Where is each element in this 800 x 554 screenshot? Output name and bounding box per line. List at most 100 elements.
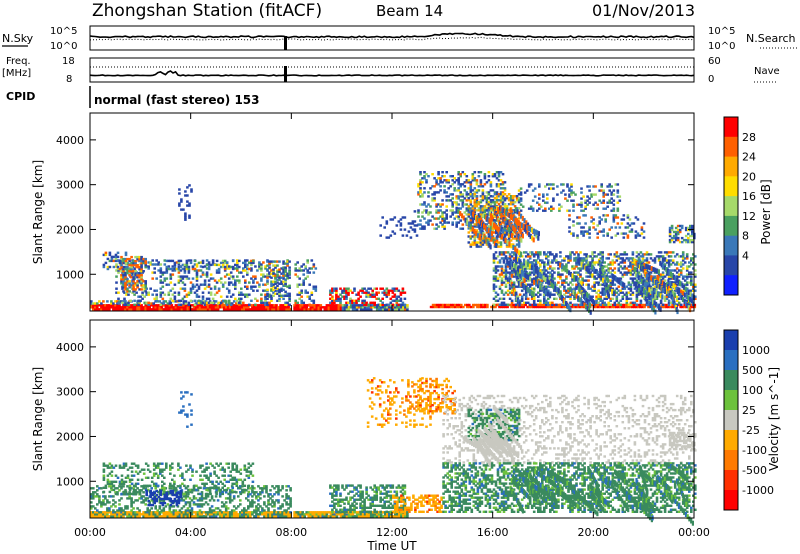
heatmap-cell (395, 295, 399, 298)
heatmap-cell (367, 306, 371, 309)
heatmap-cell (503, 207, 507, 210)
heatmap-cell (439, 203, 442, 206)
heatmap-cell (495, 195, 499, 198)
heatmap-cell (475, 225, 479, 228)
heatmap-cell (483, 205, 487, 208)
heatmap-cell (371, 293, 374, 296)
heatmap-cell (154, 304, 157, 307)
heatmap-cell (619, 289, 623, 292)
heatmap-cell (433, 303, 437, 307)
heatmap-cell (94, 302, 97, 305)
heatmap-cell (177, 269, 181, 272)
heatmap-cell (161, 285, 165, 288)
heatmap-cell (205, 301, 209, 304)
heatmap-cell (573, 303, 576, 306)
heatmap-cell (394, 306, 397, 309)
heatmap-cell (431, 303, 435, 307)
heatmap-cell (621, 257, 625, 260)
heatmap-cell (238, 265, 241, 269)
heatmap-cell (131, 271, 134, 274)
heatmap-cell (173, 295, 177, 298)
heatmap-cell (475, 229, 479, 232)
heatmap-cell (596, 271, 599, 276)
heatmap-cell (167, 259, 171, 263)
heatmap-cell (284, 290, 287, 293)
heatmap-cell (266, 282, 269, 285)
heatmap-cell (219, 281, 223, 284)
heatmap-cell (597, 253, 600, 256)
heatmap-cell (308, 297, 311, 300)
heatmap-cell (423, 175, 426, 178)
heatmap-cell (524, 279, 528, 282)
heatmap-cell (385, 289, 389, 292)
heatmap-cell (122, 306, 125, 309)
heatmap-cell (614, 226, 618, 229)
heatmap-cell (565, 277, 568, 280)
heatmap-cell (607, 257, 610, 260)
heatmap-cell (584, 222, 587, 225)
heatmap-cell (485, 209, 489, 212)
heatmap-cell (241, 308, 244, 311)
heatmap-cell (142, 284, 145, 287)
heatmap-cell (641, 305, 644, 309)
heatmap-cell (478, 303, 481, 307)
heatmap-cell (621, 295, 625, 298)
heatmap-cell (548, 303, 552, 307)
heatmap-cell (104, 253, 108, 257)
heatmap-cell (455, 211, 458, 214)
heatmap-cell (604, 218, 607, 221)
heatmap-cell (517, 217, 521, 220)
heatmap-cell (573, 267, 576, 270)
heatmap-cell (538, 193, 541, 196)
heatmap-cell (391, 291, 395, 294)
heatmap-cell (439, 177, 442, 180)
heatmap-cell (679, 281, 682, 287)
heatmap-cell (465, 179, 469, 182)
heatmap-cell (510, 299, 514, 302)
nave-label: Nave (754, 66, 780, 77)
heatmap-cell (502, 253, 506, 256)
heatmap-cell (167, 267, 171, 271)
heatmap-cell (130, 306, 133, 309)
heatmap-cell (349, 289, 352, 292)
heatmap-cell (549, 291, 552, 294)
heatmap-cell (132, 280, 135, 283)
heatmap-cell (136, 257, 139, 261)
heatmap-cell (445, 213, 448, 216)
heatmap-cell (194, 308, 198, 311)
heatmap-cell (439, 209, 442, 212)
heatmap-cell (610, 226, 613, 229)
heatmap-cell (264, 289, 267, 292)
heatmap-cell (373, 293, 376, 296)
heatmap-cell (309, 306, 313, 309)
heatmap-cell (617, 293, 621, 296)
heatmap-cell (524, 293, 528, 296)
heatmap-cell (498, 253, 502, 256)
heatmap-cell (520, 289, 524, 292)
heatmap-cell (552, 207, 555, 210)
heatmap-cell (343, 306, 347, 309)
heatmap-cell (248, 293, 251, 296)
heatmap-cell (532, 299, 536, 302)
heatmap-cell (435, 223, 438, 226)
heatmap-cell (217, 269, 221, 272)
heatmap-cell (273, 308, 276, 311)
heatmap-cell (100, 306, 103, 309)
heatmap-cell (449, 209, 452, 212)
heatmap-cell (294, 267, 297, 270)
heatmap-cell (122, 308, 125, 311)
heatmap-cell (313, 308, 317, 311)
heatmap-cell (94, 308, 97, 311)
heatmap-cell (333, 299, 336, 302)
heatmap-cell (489, 189, 493, 192)
heatmap-cell (421, 177, 424, 180)
heatmap-cell (498, 285, 502, 288)
heatmap-cell (337, 295, 340, 298)
heatmap-cell (214, 304, 218, 307)
heatmap-cell (572, 220, 575, 223)
heatmap-cell (155, 277, 158, 280)
heatmap-cell (615, 259, 619, 262)
heatmap-cell (479, 201, 483, 204)
heatmap-cell (191, 287, 195, 290)
heatmap-cell (469, 185, 473, 188)
